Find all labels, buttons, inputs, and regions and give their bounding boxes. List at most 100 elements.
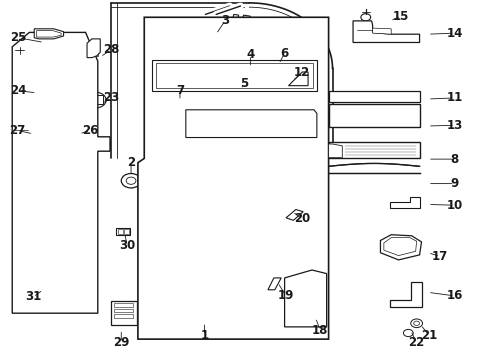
Text: 16: 16 [446,289,462,302]
Polygon shape [34,29,63,39]
Polygon shape [185,110,316,138]
Polygon shape [12,32,110,313]
Bar [30,90,60,98]
Circle shape [335,95,339,98]
Bar [30,76,44,81]
Bar [30,83,44,88]
Bar [250,115,259,133]
Text: 5: 5 [240,77,248,90]
Polygon shape [328,104,419,127]
Bar [46,76,59,81]
Text: 27: 27 [9,124,25,137]
Circle shape [347,95,351,98]
Polygon shape [288,72,307,86]
Text: 6: 6 [280,47,288,60]
Text: 22: 22 [407,336,424,349]
Circle shape [194,231,272,289]
Bar [27,54,63,101]
Polygon shape [383,238,416,256]
Polygon shape [328,144,342,158]
Bar [123,229,128,234]
Bar [89,42,98,49]
Circle shape [371,93,379,99]
Polygon shape [155,63,312,88]
Circle shape [361,95,365,98]
Text: 12: 12 [293,66,310,79]
Polygon shape [170,83,185,96]
Circle shape [121,174,141,188]
Polygon shape [328,142,419,158]
Circle shape [244,65,256,73]
Text: 2: 2 [127,156,135,169]
Circle shape [302,303,313,312]
Bar [334,109,338,123]
Bar [22,85,37,94]
Bar [221,115,230,133]
Bar [89,49,98,56]
Bar [351,109,355,123]
Circle shape [410,319,422,328]
Circle shape [384,93,392,99]
Text: 24: 24 [10,84,27,97]
Bar [114,314,133,318]
Circle shape [360,14,370,21]
Circle shape [346,93,353,99]
Bar [88,95,102,104]
Text: 25: 25 [10,31,27,44]
Bar [306,115,315,133]
Circle shape [410,93,418,99]
Text: 28: 28 [103,43,120,56]
Bar [116,228,130,235]
Bar [46,62,59,67]
Circle shape [247,67,253,71]
Bar [20,108,68,137]
Text: 4: 4 [246,48,254,61]
Polygon shape [380,235,421,260]
Circle shape [386,95,390,98]
Text: 17: 17 [431,250,447,263]
Polygon shape [352,21,419,42]
Bar [278,115,287,133]
Text: 7: 7 [176,84,183,97]
Text: 20: 20 [293,212,310,225]
Bar [114,309,133,312]
Bar [74,126,79,133]
Text: 13: 13 [446,119,462,132]
Circle shape [399,95,403,98]
Circle shape [204,238,263,282]
Bar [46,69,59,74]
Bar [14,124,28,135]
Circle shape [89,95,102,105]
Polygon shape [285,210,303,220]
Bar [30,69,44,74]
Bar [111,301,137,325]
Polygon shape [372,28,390,34]
Circle shape [187,226,280,294]
Text: 26: 26 [82,124,99,137]
Circle shape [126,177,136,184]
Text: 29: 29 [113,336,129,349]
Text: 19: 19 [277,289,294,302]
Bar [72,125,87,134]
Polygon shape [284,270,326,327]
Circle shape [397,93,405,99]
Circle shape [84,92,106,108]
Bar [343,109,346,123]
Text: 9: 9 [450,177,458,190]
Text: 23: 23 [103,91,120,104]
Text: 31: 31 [25,291,41,303]
Bar [118,229,122,234]
Bar [227,82,273,87]
Polygon shape [389,282,421,307]
Bar [80,126,85,133]
Text: 21: 21 [420,329,437,342]
Text: 3: 3 [221,14,228,27]
Circle shape [403,329,412,337]
Bar [46,83,59,88]
Bar [114,303,133,307]
Polygon shape [238,15,250,39]
Text: 11: 11 [446,91,462,104]
Text: 18: 18 [311,324,328,337]
Polygon shape [87,39,100,58]
Bar [30,62,44,67]
